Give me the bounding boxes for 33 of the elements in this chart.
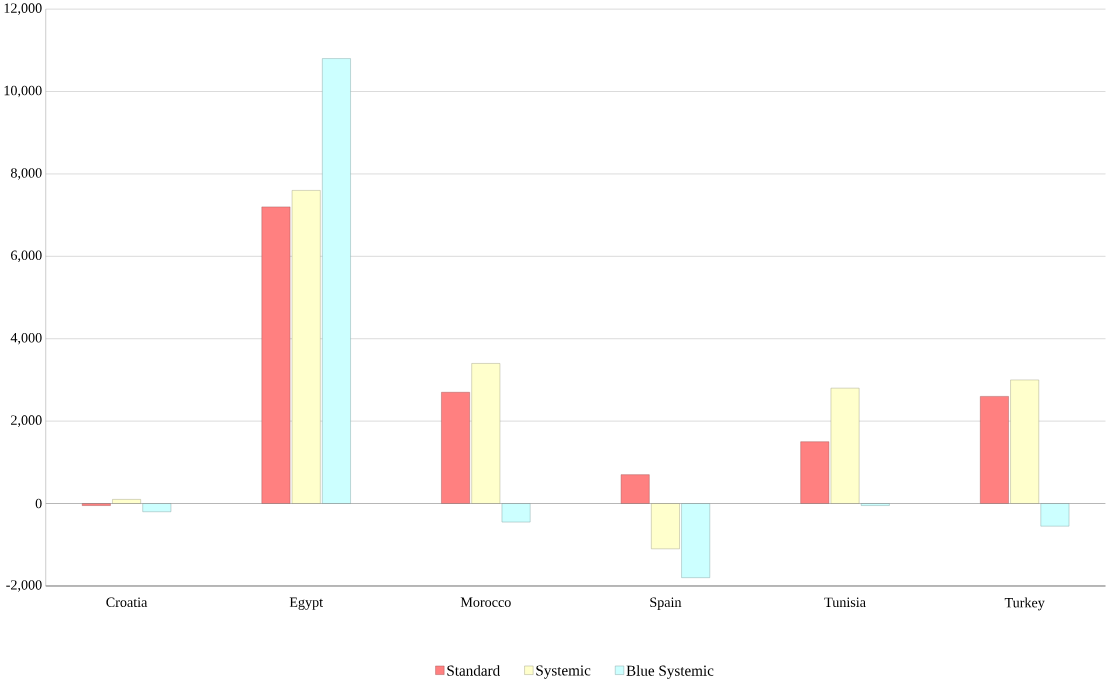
y-tick-label: 2,000 bbox=[11, 415, 42, 427]
x-tick-label: Turkey bbox=[1004, 597, 1045, 611]
bar bbox=[501, 503, 531, 523]
bar bbox=[830, 387, 860, 504]
bar bbox=[681, 503, 710, 578]
bar bbox=[471, 363, 501, 504]
bar bbox=[800, 441, 830, 504]
bar bbox=[291, 190, 321, 504]
bar bbox=[651, 503, 680, 549]
x-tick-label: Spain bbox=[650, 597, 682, 610]
y-tick-label: 8,000 bbox=[10, 168, 42, 180]
x-tick-label: Croatia bbox=[106, 597, 148, 607]
x-tick-label: Morocco bbox=[460, 597, 511, 607]
legend-label: Standard bbox=[447, 665, 500, 676]
y-tick-label: 10,000 bbox=[4, 85, 42, 98]
legend-label: Systemic bbox=[536, 665, 591, 679]
bar bbox=[112, 499, 141, 504]
x-tick-label: Tunisia bbox=[824, 597, 866, 607]
y-tick-label: 6,000 bbox=[11, 250, 42, 263]
x-tick-label: Egypt bbox=[289, 597, 323, 610]
bar bbox=[980, 396, 1009, 504]
bar bbox=[620, 474, 650, 504]
bar bbox=[441, 392, 470, 504]
y-tick-label: 4,000 bbox=[10, 332, 42, 345]
bar bbox=[322, 58, 351, 504]
bar bbox=[261, 206, 291, 504]
bar bbox=[1010, 379, 1039, 504]
y-tick-label: 12,000 bbox=[4, 3, 42, 15]
legend-label: Blue Systemic bbox=[626, 665, 714, 679]
y-tick-label: -2,000 bbox=[6, 580, 42, 592]
bar bbox=[1040, 503, 1070, 527]
y-tick-label: 0 bbox=[35, 498, 42, 509]
bar bbox=[142, 503, 172, 512]
